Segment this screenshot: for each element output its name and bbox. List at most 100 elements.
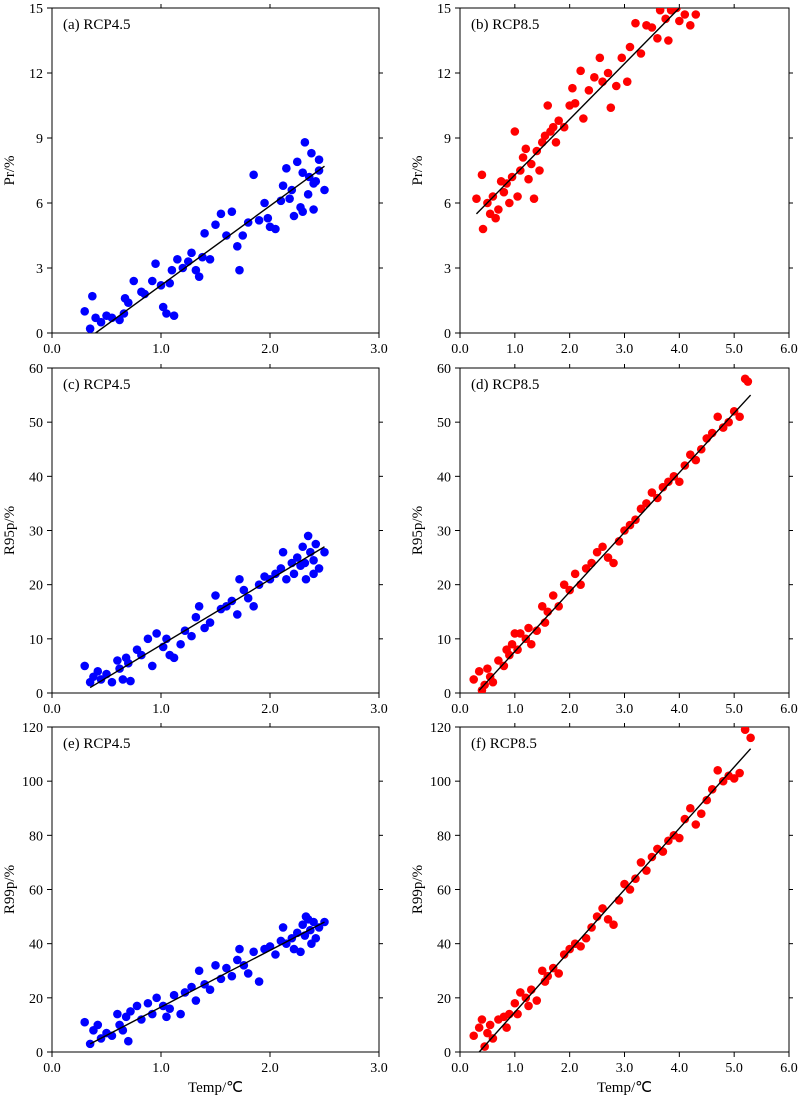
data-point [532, 996, 542, 1005]
data-point [686, 21, 695, 30]
data-point [126, 676, 135, 686]
y-tick-label: 80 [29, 829, 43, 844]
data-point [631, 18, 640, 28]
data-point [309, 555, 318, 565]
data-point [169, 311, 179, 320]
data-point [216, 209, 226, 219]
data-point [636, 49, 646, 58]
data-point [636, 504, 646, 514]
data-point [309, 179, 318, 188]
data-point [507, 639, 517, 649]
regression-line [89, 546, 325, 689]
data-point [535, 166, 544, 175]
data-point [658, 482, 668, 492]
data-point [510, 998, 520, 1008]
data-point [735, 412, 744, 422]
data-point [590, 73, 599, 82]
y-tick-label: 100 [430, 775, 451, 790]
data-point [263, 213, 273, 223]
x-tick-label: 2.0 [261, 342, 279, 357]
panel-title: (a) RCP4.5 [63, 17, 131, 33]
regression-line [475, 8, 680, 215]
x-tick-label: 0.0 [43, 702, 61, 717]
data-point [194, 966, 204, 976]
data-point [554, 969, 563, 978]
data-point [93, 667, 103, 676]
y-tick-label: 100 [22, 775, 43, 790]
data-point [93, 1020, 103, 1030]
data-point [554, 116, 563, 125]
data-point [611, 81, 621, 91]
panel-d: 0.0 1.0 2.0 3.0 4.0 5.0 6.0 0 10 20 30 40 50 60 R95p/%… [410, 362, 798, 717]
x-tick-label: 1.0 [506, 702, 524, 717]
data-point [278, 181, 288, 190]
data-point [289, 211, 299, 221]
data-point [243, 593, 253, 603]
panel-title: (e) RCP4.5 [63, 736, 131, 752]
data-point [474, 667, 484, 676]
data-point [292, 553, 302, 562]
x-tick-label: 1.0 [152, 342, 170, 357]
data-point [96, 317, 106, 327]
y-tick-label: 9 [444, 132, 451, 147]
y-axis-title: Pr/% [2, 156, 18, 186]
data-point [702, 795, 712, 805]
x-tick-label: 1.0 [152, 1061, 170, 1076]
data-point [165, 1004, 175, 1013]
data-point [260, 198, 269, 208]
y-tick-label: 120 [22, 721, 43, 736]
data-point [478, 224, 488, 234]
data-point [488, 677, 498, 687]
data-point [746, 733, 755, 743]
y-tick-label: 20 [437, 579, 451, 594]
y-tick-label: 120 [430, 721, 451, 736]
data-point [205, 985, 215, 995]
data-point [300, 138, 310, 147]
panel-title: (f) RCP8.5 [471, 736, 537, 752]
data-point [609, 558, 618, 568]
data-point [499, 661, 509, 671]
data-point [233, 242, 242, 251]
data-point [595, 53, 605, 63]
y-tick-label: 40 [29, 470, 43, 485]
data-point [532, 626, 542, 636]
x-tick-label: 3.0 [370, 702, 388, 717]
data-point [298, 168, 308, 177]
data-point [655, 8, 665, 15]
data-point [278, 547, 288, 557]
y-tick-label: 30 [437, 525, 451, 540]
regression-line [478, 748, 752, 1052]
data-point [516, 988, 525, 997]
data-point [565, 585, 574, 595]
data-point [320, 547, 329, 557]
data-point [271, 950, 280, 959]
scatter-points [80, 531, 329, 687]
data-point [285, 194, 294, 203]
data-point [205, 255, 215, 264]
data-point [568, 83, 577, 93]
data-point [289, 569, 299, 579]
scatter-points [80, 912, 329, 1049]
data-point [516, 166, 525, 175]
data-point [147, 276, 157, 286]
data-point [314, 564, 324, 573]
data-point [669, 472, 679, 481]
scatter-points [469, 727, 755, 1051]
data-point [469, 675, 479, 684]
data-point [307, 939, 316, 948]
data-point [622, 77, 632, 86]
data-point [529, 194, 539, 203]
data-point [151, 259, 160, 268]
data-point [126, 1007, 135, 1016]
panel-b: 0.0 1.0 2.0 3.0 4.0 5.0 6.0 0 3 6 9 12 15 Pr/% (b) RCP… [410, 2, 798, 357]
data-point [143, 634, 153, 644]
scatter-points [80, 138, 329, 333]
panel-e: 0.0 1.0 2.0 3.0 0 20 40 60 80 100 120 R99p/% Temp/℃ (… [2, 721, 388, 1096]
data-point [198, 252, 207, 262]
data-point [187, 248, 196, 258]
data-point [143, 998, 153, 1008]
x-tick-label: 0.0 [451, 342, 469, 357]
data-point [254, 977, 264, 986]
data-point [658, 847, 668, 856]
data-point [614, 896, 624, 905]
